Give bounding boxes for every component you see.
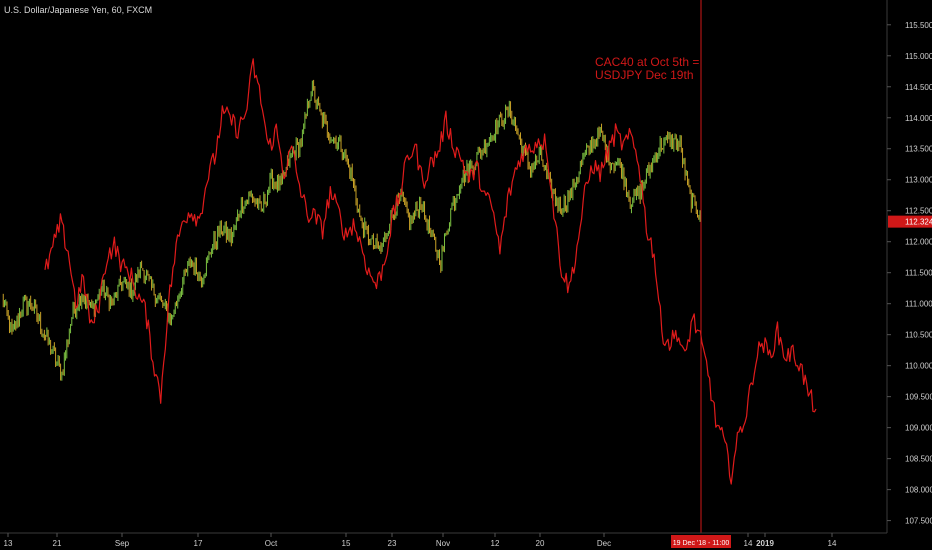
y-tick-label: 115.000 [905, 52, 932, 61]
last-price-tag: 112.324 [888, 215, 932, 228]
chart-title: U.S. Dollar/Japanese Yen, 60, FXCM [4, 5, 153, 15]
y-tick-label: 109.500 [905, 393, 932, 402]
x-tick-label: Sep [115, 539, 130, 548]
x-tick-label: 23 [388, 539, 397, 548]
y-tick-label: 114.500 [905, 83, 932, 92]
x-tick-label: Oct [265, 539, 278, 548]
annotation-line: CAC40 at Oct 5th = [595, 55, 699, 69]
y-tick-label: 112.500 [905, 207, 932, 216]
x-tick-label: 21 [53, 539, 62, 548]
x-tick-label: 2019 [756, 539, 774, 548]
y-tick-label: 110.000 [905, 362, 932, 371]
y-tick-label: 108.000 [905, 486, 932, 495]
x-tick-label: 14 [828, 539, 837, 548]
y-tick-label: 111.500 [905, 269, 932, 278]
marker-date-label: 19 Dec '18 - 11:00 [673, 540, 730, 547]
y-tick-label: 108.500 [905, 455, 932, 464]
x-tick-label: 15 [342, 539, 351, 548]
y-tick-label: 113.000 [905, 176, 932, 185]
x-tick-label: 13 [4, 539, 13, 548]
x-tick-label: 14 [744, 539, 753, 548]
y-tick-label: 109.000 [905, 424, 932, 433]
x-tick-label: 17 [194, 539, 203, 548]
cac40-line [44, 58, 817, 485]
x-tick-label: Dec [597, 539, 611, 548]
last-price-box [888, 215, 932, 228]
y-tick-label: 114.000 [905, 114, 932, 123]
y-tick-label: 110.500 [905, 331, 932, 340]
annotation: CAC40 at Oct 5th =USDJPY Dec 19th [595, 55, 699, 82]
annotation-line: USDJPY Dec 19th [595, 68, 694, 82]
x-tick-label: 12 [491, 539, 500, 548]
y-tick-label: 115.500 [905, 21, 932, 30]
y-axis: 107.500 108.000 108.500 109.000 109.500 110.0… [887, 21, 932, 526]
y-tick-label: 111.000 [905, 300, 932, 309]
y-tick-label: 113.500 [905, 145, 932, 154]
x-axis: 13 21 Sep 17 Oct 15 23 Nov 12 20 Dec 14 2019 14 [4, 533, 837, 548]
last-price-label: 112.324 [905, 218, 932, 227]
x-tick-label: Nov [436, 539, 450, 548]
x-tick-label: 20 [536, 539, 545, 548]
marker-date-box [671, 535, 731, 548]
marker-date-tag: 19 Dec '18 - 11:00 [671, 535, 731, 548]
y-tick-label: 112.000 [905, 238, 932, 247]
y-tick-label: 107.500 [905, 517, 932, 526]
series-layer [2, 58, 817, 485]
